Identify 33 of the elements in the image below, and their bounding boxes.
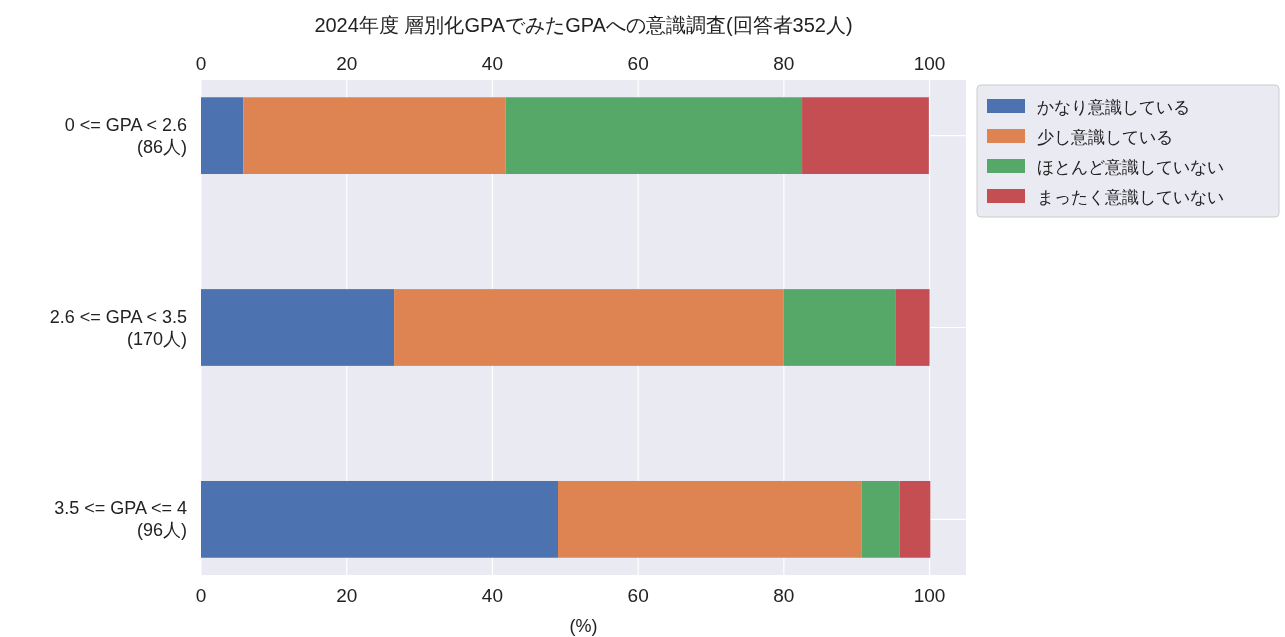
bar bbox=[558, 480, 862, 558]
bar bbox=[201, 480, 558, 558]
y-tick-label: 3.5 <= GPA <= 4 (96人) bbox=[54, 498, 187, 541]
x2-tick-label: 80 bbox=[773, 53, 795, 74]
bar bbox=[201, 97, 244, 175]
x2-tick-label: 100 bbox=[913, 53, 946, 74]
x2-tick-label: 0 bbox=[195, 53, 207, 74]
x-tick-label: 100 bbox=[913, 585, 946, 606]
bar bbox=[783, 289, 896, 366]
x2-tick-label: 60 bbox=[627, 53, 649, 74]
x-tick-label: 80 bbox=[773, 585, 795, 606]
bar bbox=[394, 289, 784, 366]
bar bbox=[505, 97, 803, 175]
chart-title: 2024年度 層別化GPAでみたGPAへの意識調査(回答者352人) bbox=[314, 14, 853, 36]
x2-tick-label: 20 bbox=[336, 53, 358, 74]
bar bbox=[243, 97, 506, 175]
legend-label: かなり意識している bbox=[1037, 98, 1190, 117]
x2-tick-label: 40 bbox=[481, 53, 503, 74]
x-tick-label: 20 bbox=[336, 585, 358, 606]
bar bbox=[861, 480, 900, 558]
legend-label: ほとんど意識していない bbox=[1037, 158, 1224, 177]
x-tick-label: 40 bbox=[481, 585, 503, 606]
bar bbox=[895, 289, 930, 366]
y-tick-label: 2.6 <= GPA < 3.5 (170人) bbox=[49, 306, 187, 349]
legend-label: 少し意識している bbox=[1037, 128, 1173, 147]
bar bbox=[201, 289, 395, 366]
bar bbox=[802, 97, 929, 175]
x-tick-label: 60 bbox=[627, 585, 649, 606]
x-axis-title: (%) bbox=[569, 616, 598, 636]
y-tick-label: 0 <= GPA < 2.6 (86人) bbox=[64, 114, 187, 157]
legend-label: まったく意識していない bbox=[1037, 188, 1224, 207]
bar bbox=[899, 480, 931, 558]
x-tick-label: 0 bbox=[195, 585, 207, 606]
